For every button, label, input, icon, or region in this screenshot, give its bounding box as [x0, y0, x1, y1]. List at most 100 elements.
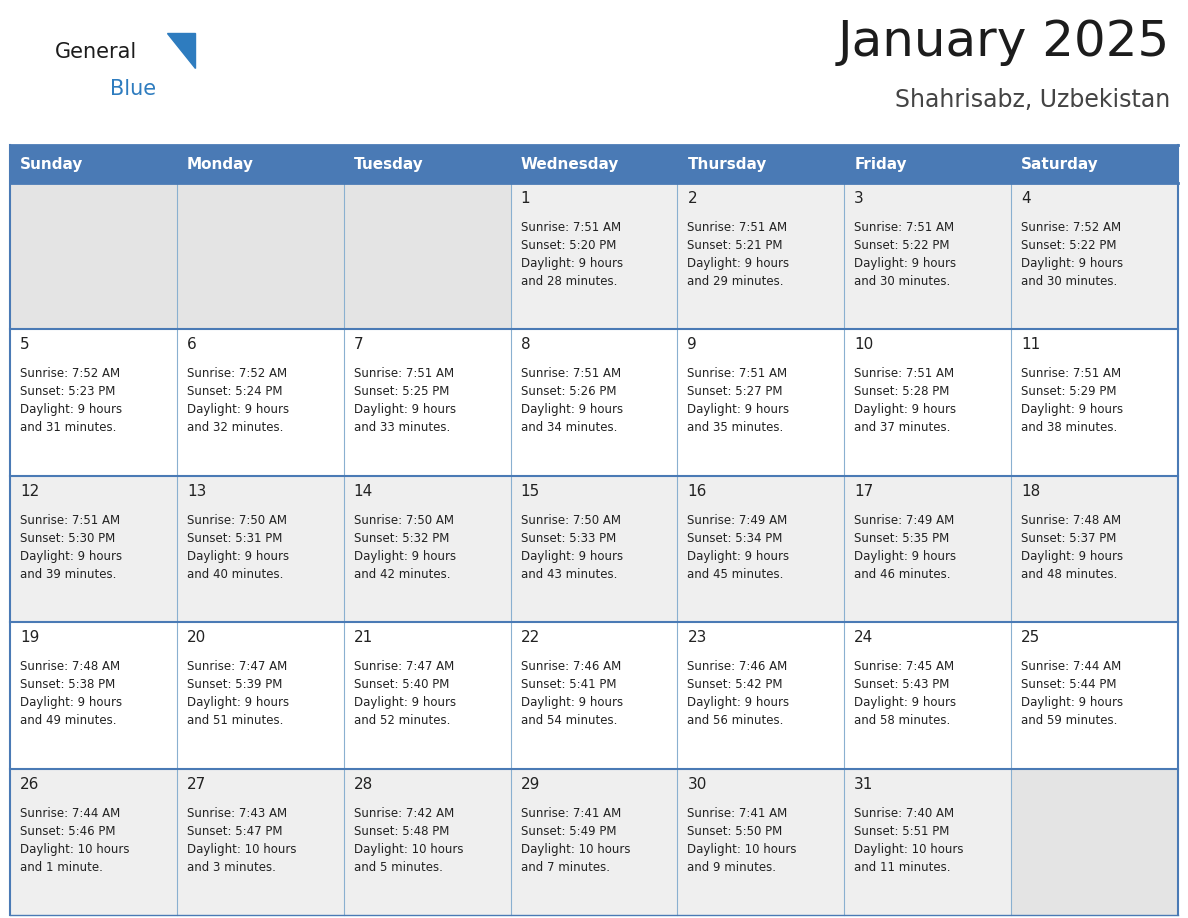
- Text: and 58 minutes.: and 58 minutes.: [854, 714, 950, 727]
- Bar: [10, 622, 177, 768]
- Bar: [177, 183, 343, 330]
- Text: Sunrise: 7:44 AM: Sunrise: 7:44 AM: [20, 807, 120, 820]
- Text: and 32 minutes.: and 32 minutes.: [187, 421, 283, 434]
- Text: Daylight: 9 hours: Daylight: 9 hours: [354, 550, 456, 563]
- Text: Daylight: 9 hours: Daylight: 9 hours: [854, 696, 956, 710]
- Text: 21: 21: [354, 630, 373, 645]
- Bar: [343, 476, 511, 622]
- Text: 29: 29: [520, 777, 541, 791]
- Text: 16: 16: [688, 484, 707, 498]
- Text: Sunset: 5:33 PM: Sunset: 5:33 PM: [520, 532, 615, 544]
- Text: Sunrise: 7:48 AM: Sunrise: 7:48 AM: [1022, 514, 1121, 527]
- Text: Monday: Monday: [187, 156, 254, 172]
- Bar: [511, 622, 677, 768]
- Text: Sunrise: 7:51 AM: Sunrise: 7:51 AM: [20, 514, 120, 527]
- Bar: [677, 476, 845, 622]
- Text: 30: 30: [688, 777, 707, 791]
- Text: Shahrisabz, Uzbekistan: Shahrisabz, Uzbekistan: [895, 88, 1170, 112]
- Text: Sunset: 5:40 PM: Sunset: 5:40 PM: [354, 678, 449, 691]
- Bar: [177, 330, 343, 476]
- Text: Daylight: 9 hours: Daylight: 9 hours: [187, 403, 289, 417]
- Text: Daylight: 9 hours: Daylight: 9 hours: [688, 550, 790, 563]
- Text: Saturday: Saturday: [1022, 156, 1099, 172]
- Polygon shape: [168, 33, 195, 68]
- Text: Thursday: Thursday: [688, 156, 766, 172]
- Bar: [677, 145, 845, 183]
- Text: Daylight: 9 hours: Daylight: 9 hours: [688, 257, 790, 270]
- Text: Sunrise: 7:51 AM: Sunrise: 7:51 AM: [520, 221, 620, 234]
- Text: Sunrise: 7:52 AM: Sunrise: 7:52 AM: [187, 367, 287, 380]
- Text: 24: 24: [854, 630, 873, 645]
- Text: 20: 20: [187, 630, 206, 645]
- Text: Sunrise: 7:41 AM: Sunrise: 7:41 AM: [520, 807, 621, 820]
- Text: Daylight: 9 hours: Daylight: 9 hours: [520, 257, 623, 270]
- Text: 7: 7: [354, 338, 364, 353]
- Bar: [1011, 622, 1178, 768]
- Text: Sunrise: 7:46 AM: Sunrise: 7:46 AM: [520, 660, 621, 673]
- Bar: [511, 768, 677, 915]
- Text: and 56 minutes.: and 56 minutes.: [688, 714, 784, 727]
- Text: Sunset: 5:22 PM: Sunset: 5:22 PM: [854, 239, 949, 252]
- Text: and 29 minutes.: and 29 minutes.: [688, 275, 784, 288]
- Text: Sunrise: 7:51 AM: Sunrise: 7:51 AM: [688, 367, 788, 380]
- Text: and 30 minutes.: and 30 minutes.: [854, 275, 950, 288]
- Text: 18: 18: [1022, 484, 1041, 498]
- Text: 13: 13: [187, 484, 207, 498]
- Text: Sunset: 5:41 PM: Sunset: 5:41 PM: [520, 678, 617, 691]
- Text: Sunset: 5:43 PM: Sunset: 5:43 PM: [854, 678, 949, 691]
- Bar: [343, 183, 511, 330]
- Text: Sunrise: 7:50 AM: Sunrise: 7:50 AM: [354, 514, 454, 527]
- Text: Sunset: 5:25 PM: Sunset: 5:25 PM: [354, 386, 449, 398]
- Text: Sunrise: 7:51 AM: Sunrise: 7:51 AM: [854, 221, 954, 234]
- Text: and 54 minutes.: and 54 minutes.: [520, 714, 617, 727]
- Text: Sunset: 5:24 PM: Sunset: 5:24 PM: [187, 386, 283, 398]
- Text: Sunset: 5:23 PM: Sunset: 5:23 PM: [20, 386, 115, 398]
- Text: Daylight: 9 hours: Daylight: 9 hours: [520, 696, 623, 710]
- Text: Daylight: 9 hours: Daylight: 9 hours: [520, 550, 623, 563]
- Bar: [845, 768, 1011, 915]
- Text: Sunset: 5:51 PM: Sunset: 5:51 PM: [854, 824, 949, 837]
- Text: Daylight: 9 hours: Daylight: 9 hours: [20, 403, 122, 417]
- Text: and 59 minutes.: and 59 minutes.: [1022, 714, 1118, 727]
- Text: Sunrise: 7:41 AM: Sunrise: 7:41 AM: [688, 807, 788, 820]
- Text: and 31 minutes.: and 31 minutes.: [20, 421, 116, 434]
- Bar: [677, 183, 845, 330]
- Text: Daylight: 9 hours: Daylight: 9 hours: [854, 550, 956, 563]
- Text: Sunset: 5:35 PM: Sunset: 5:35 PM: [854, 532, 949, 544]
- Text: 26: 26: [20, 777, 39, 791]
- Bar: [343, 768, 511, 915]
- Text: Blue: Blue: [110, 79, 156, 99]
- Text: 14: 14: [354, 484, 373, 498]
- Bar: [10, 183, 177, 330]
- Text: Sunrise: 7:44 AM: Sunrise: 7:44 AM: [1022, 660, 1121, 673]
- Bar: [177, 622, 343, 768]
- Text: Daylight: 9 hours: Daylight: 9 hours: [354, 696, 456, 710]
- Bar: [511, 330, 677, 476]
- Text: and 3 minutes.: and 3 minutes.: [187, 860, 276, 874]
- Text: Daylight: 9 hours: Daylight: 9 hours: [1022, 696, 1124, 710]
- Text: and 1 minute.: and 1 minute.: [20, 860, 103, 874]
- Text: Sunset: 5:22 PM: Sunset: 5:22 PM: [1022, 239, 1117, 252]
- Bar: [845, 330, 1011, 476]
- Text: 15: 15: [520, 484, 539, 498]
- Text: Daylight: 10 hours: Daylight: 10 hours: [520, 843, 630, 856]
- Text: Daylight: 9 hours: Daylight: 9 hours: [187, 550, 289, 563]
- Text: 10: 10: [854, 338, 873, 353]
- Text: and 43 minutes.: and 43 minutes.: [520, 568, 617, 581]
- Text: and 37 minutes.: and 37 minutes.: [854, 421, 950, 434]
- Text: Sunrise: 7:49 AM: Sunrise: 7:49 AM: [854, 514, 954, 527]
- Text: and 7 minutes.: and 7 minutes.: [520, 860, 609, 874]
- Text: Daylight: 9 hours: Daylight: 9 hours: [354, 403, 456, 417]
- Bar: [343, 622, 511, 768]
- Text: Friday: Friday: [854, 156, 906, 172]
- Text: Sunset: 5:26 PM: Sunset: 5:26 PM: [520, 386, 617, 398]
- Text: Daylight: 10 hours: Daylight: 10 hours: [187, 843, 296, 856]
- Text: Sunset: 5:31 PM: Sunset: 5:31 PM: [187, 532, 283, 544]
- Text: Daylight: 9 hours: Daylight: 9 hours: [1022, 403, 1124, 417]
- Text: 23: 23: [688, 630, 707, 645]
- Bar: [677, 768, 845, 915]
- Bar: [1011, 145, 1178, 183]
- Bar: [10, 145, 177, 183]
- Text: and 30 minutes.: and 30 minutes.: [1022, 275, 1118, 288]
- Text: Daylight: 9 hours: Daylight: 9 hours: [854, 403, 956, 417]
